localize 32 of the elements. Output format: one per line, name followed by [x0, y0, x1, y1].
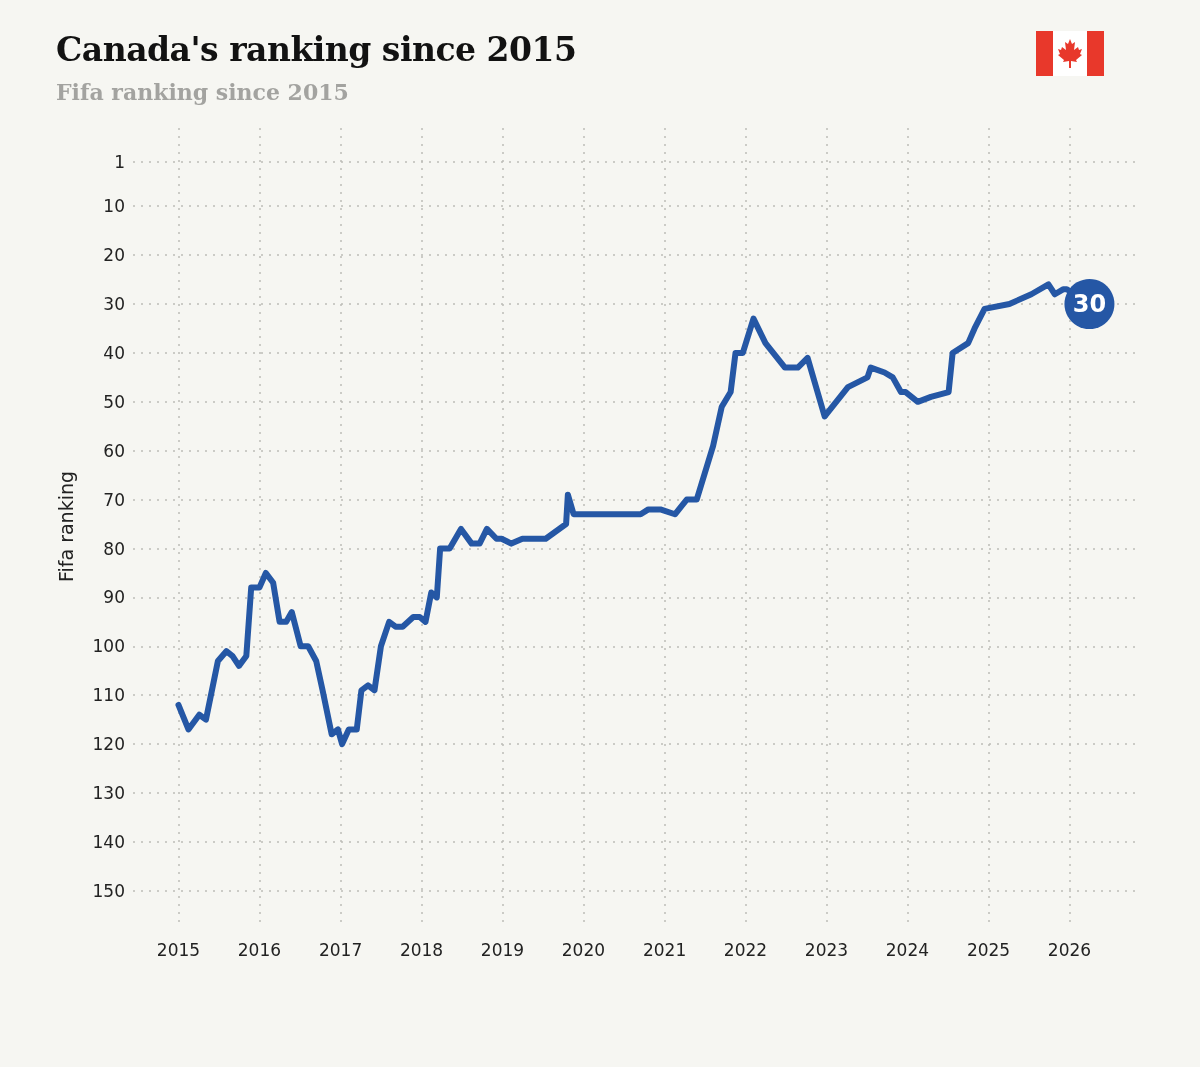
y-tick-label: 120: [92, 734, 125, 755]
y-tick-label: 20: [103, 245, 125, 266]
x-tick-label: 2015: [156, 939, 201, 960]
chart-title: Canada's ranking since 2015: [56, 30, 577, 69]
y-tick-label: 90: [103, 587, 125, 608]
y-tick-label: 70: [103, 489, 125, 510]
y-tick-label: 130: [92, 782, 125, 803]
y-tick-label: 80: [103, 538, 125, 559]
x-tick-label: 2018: [399, 939, 444, 960]
y-tick-label: 60: [103, 440, 125, 461]
y-axis-title: Fifa ranking: [54, 470, 77, 583]
x-tick-label: 2026: [1047, 939, 1092, 960]
x-tick-label: 2024: [885, 939, 930, 960]
y-tick-label: 30: [103, 294, 125, 315]
y-tick-label: 40: [103, 342, 125, 363]
y-tick-label: 100: [92, 636, 125, 657]
x-tick-label: 2023: [804, 939, 849, 960]
y-tick-label: 110: [92, 685, 125, 706]
x-tick-label: 2019: [480, 939, 525, 960]
x-tick-label: 2020: [561, 939, 606, 960]
y-tick-label: 140: [92, 831, 125, 852]
x-tick-label: 2017: [318, 939, 363, 960]
data-label: 30: [1072, 290, 1107, 319]
y-tick-label: 150: [92, 880, 125, 901]
y-tick-label: 10: [103, 196, 125, 217]
y-tick-label: 1: [114, 152, 125, 173]
y-tick-label: 50: [103, 391, 125, 412]
chart-subtitle: Fifa ranking since 2015: [56, 79, 349, 105]
x-tick-label: 2025: [966, 939, 1011, 960]
x-tick-label: 2021: [642, 939, 687, 960]
x-tick-label: 2016: [237, 939, 282, 960]
x-tick-label: 2022: [723, 939, 768, 960]
